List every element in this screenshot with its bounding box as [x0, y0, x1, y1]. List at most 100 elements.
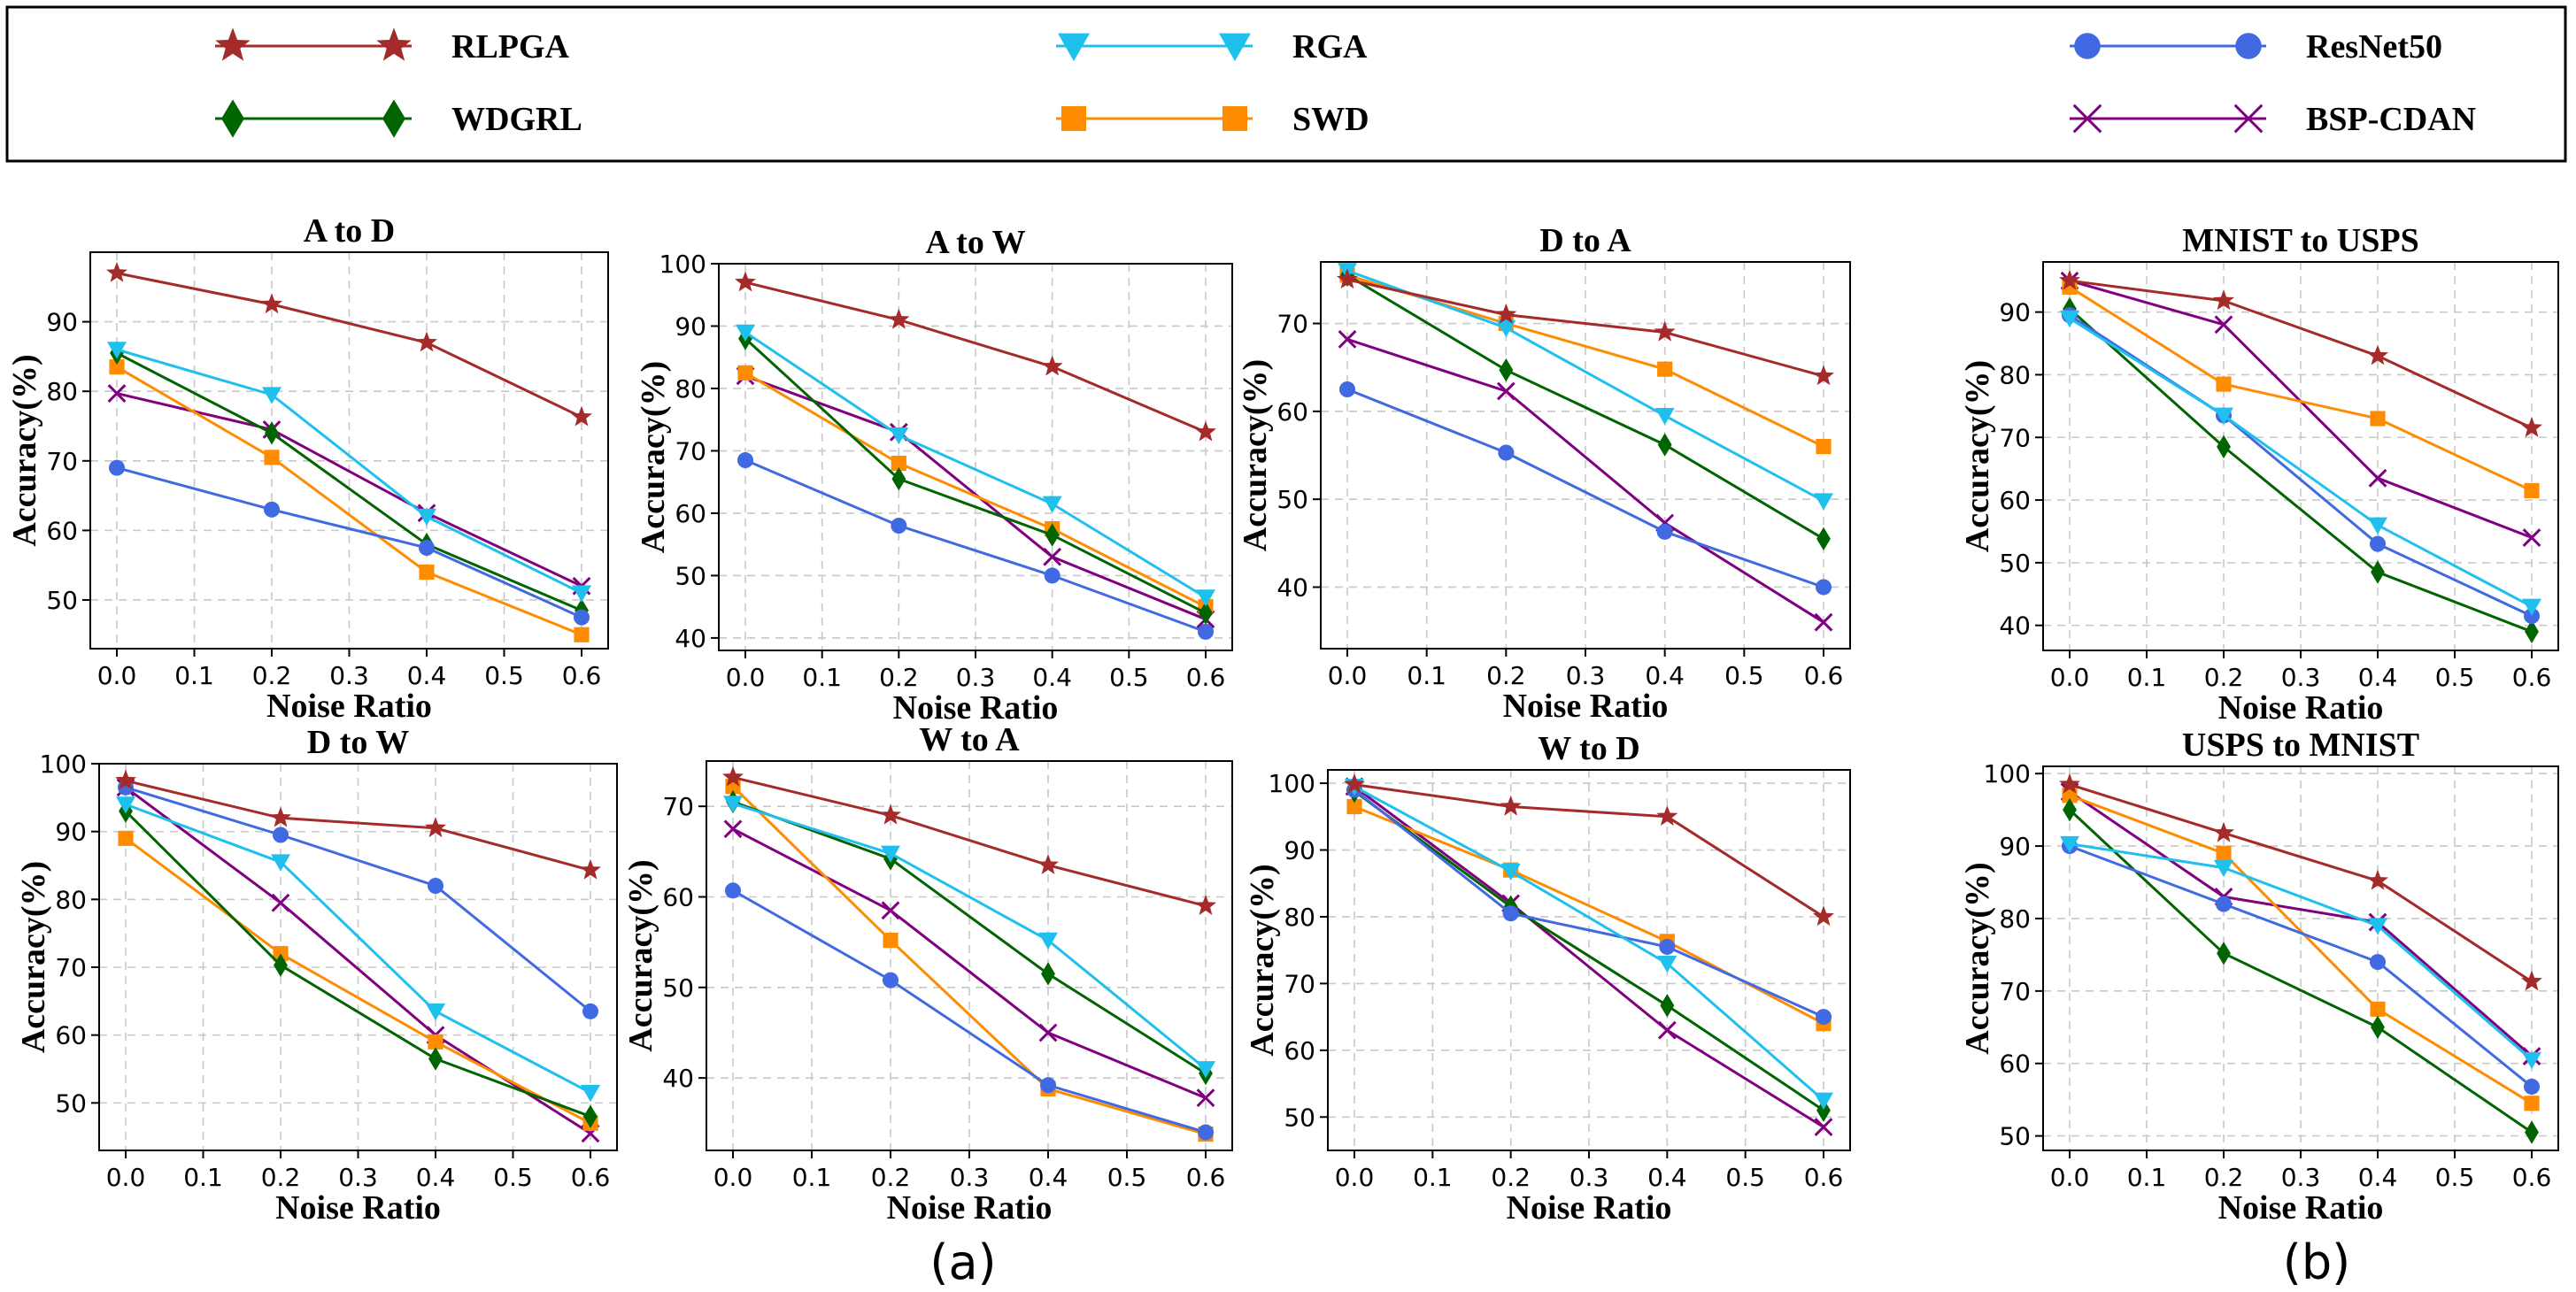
series-resnet50: [1338, 381, 1832, 596]
y-tick-label: 80: [675, 374, 706, 404]
x-tick-label: 0.0: [106, 1163, 146, 1192]
series-line: [2069, 279, 2533, 429]
x-tick-label: 0.5: [2435, 663, 2475, 692]
series-line: [1346, 269, 1824, 503]
series-line: [1346, 337, 1824, 624]
data-point: [1038, 1023, 1058, 1042]
series-line: [116, 365, 582, 636]
series-line: [124, 810, 591, 1119]
legend-entry-rga: RGA: [1056, 28, 1368, 65]
y-axis-label: Accuracy(%): [6, 354, 43, 546]
data-point: [2060, 310, 2079, 328]
series-rga: [736, 324, 1215, 607]
legend-entry-resnet50: ResNet50: [2070, 28, 2442, 65]
chart-title: W to D: [1538, 730, 1639, 767]
data-point: [416, 331, 437, 352]
legend-label: ResNet50: [2306, 28, 2442, 65]
data-point: [1196, 1088, 1215, 1108]
x-tick-label: 0.0: [2050, 1163, 2090, 1192]
data-point: [108, 459, 126, 476]
y-tick-label: 80: [1284, 903, 1315, 932]
series-rga: [116, 796, 600, 1103]
data-point: [882, 972, 899, 988]
series-line: [2069, 783, 2533, 983]
data-point: [2216, 845, 2232, 861]
data-point: [1657, 955, 1677, 973]
series-resnet50: [117, 779, 599, 1019]
series-rga: [2060, 835, 2541, 1070]
series-line: [732, 775, 1207, 908]
series-resnet50: [2061, 838, 2541, 1095]
series-line: [125, 779, 591, 872]
legend-label: RGA: [1292, 28, 1368, 65]
series-resnet50: [737, 452, 1215, 640]
data-point: [1656, 805, 1678, 826]
data-point: [265, 421, 279, 445]
data-point: [262, 387, 282, 404]
y-tick-label: 70: [46, 447, 78, 476]
data-point: [1657, 361, 1673, 377]
series-rlpga: [735, 271, 1216, 442]
data-point: [271, 854, 290, 872]
chart-title: D to W: [307, 724, 409, 761]
data-point: [1195, 895, 1216, 915]
x-tick-label: 0.3: [950, 1163, 990, 1192]
data-point: [2525, 1120, 2539, 1144]
x-tick-label: 0.0: [726, 663, 766, 692]
data-point: [1043, 547, 1062, 566]
chart-w-to-a: 0.0 0.1 0.2 0.3 0.4 0.5 0.6 40 50 60 70 W to A Noise…: [622, 721, 1233, 1227]
y-tick-label: 60: [1999, 1050, 2031, 1079]
data-point: [580, 858, 601, 880]
data-point: [2060, 835, 2079, 854]
data-point: [574, 627, 590, 642]
y-tick-label: 90: [1999, 832, 2031, 861]
series-line: [1346, 273, 1824, 541]
series-rlpga: [722, 765, 1216, 915]
y-tick-label: 90: [46, 308, 78, 337]
data-point: [2524, 482, 2540, 499]
x-tick-label: 0.3: [2281, 663, 2321, 692]
chart-a-to-d: 0.0 0.1 0.2 0.3 0.4 0.5 0.6 50 60 70 80 90 A to D Noi…: [6, 212, 609, 725]
x-axis-label: Noise Ratio: [2218, 1189, 2384, 1227]
data-point: [2368, 468, 2387, 488]
data-point: [1816, 527, 1831, 551]
x-tick-label: 0.1: [792, 1163, 832, 1192]
legend-entry-wdgrl: WDGRL: [215, 99, 582, 138]
data-point: [2525, 619, 2539, 643]
series-line: [116, 351, 582, 612]
series-line: [2069, 317, 2533, 608]
data-point: [891, 466, 906, 491]
x-tick-label: 0.5: [493, 1163, 533, 1192]
x-tick-label: 0.1: [183, 1163, 223, 1192]
data-point: [2369, 954, 2387, 971]
series-resnet50: [724, 882, 1215, 1141]
data-point: [2522, 1051, 2541, 1070]
x-tick-label: 0.4: [1647, 1163, 1687, 1192]
x-axis-label: Noise Ratio: [893, 689, 1059, 727]
data-point: [2521, 970, 2542, 991]
data-point: [2370, 411, 2386, 427]
legend-entry-swd: SWD: [1056, 101, 1369, 138]
y-tick-label: 70: [662, 792, 694, 821]
x-tick-label: 0.2: [2204, 663, 2244, 692]
x-tick-label: 0.5: [2435, 1163, 2475, 1192]
x-tick-label: 0.5: [484, 661, 524, 690]
x-tick-label: 0.3: [338, 1163, 378, 1192]
series-resnet50: [108, 459, 590, 626]
data-point: [1495, 303, 1517, 324]
legend-entry-rlpga: RLPGA: [215, 27, 570, 65]
y-tick-label: 40: [1999, 611, 2031, 641]
data-point: [880, 804, 901, 825]
x-icon: [2233, 104, 2264, 134]
x-tick-label: 0.0: [2050, 663, 2090, 692]
data-point: [109, 359, 125, 375]
data-point: [2059, 269, 2080, 290]
data-point: [1041, 355, 1063, 376]
x-axis-label: Noise Ratio: [275, 1189, 441, 1227]
x-tick-label: 0.5: [1107, 1163, 1147, 1192]
data-point: [571, 405, 592, 427]
x-tick-label: 0.6: [2512, 663, 2552, 692]
series-line: [732, 800, 1207, 1075]
y-tick-label: 60: [662, 882, 694, 911]
y-tick-label: 50: [1999, 549, 2031, 578]
